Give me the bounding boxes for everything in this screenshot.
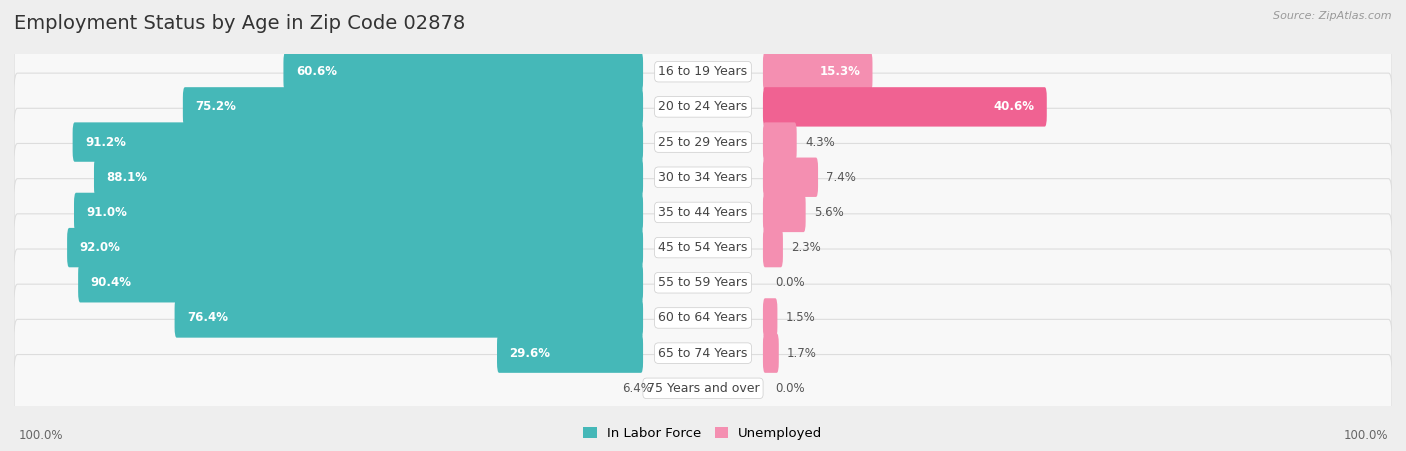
Text: 100.0%: 100.0% xyxy=(18,429,63,442)
Text: 15.3%: 15.3% xyxy=(820,65,860,78)
FancyBboxPatch shape xyxy=(284,52,643,92)
FancyBboxPatch shape xyxy=(496,333,643,373)
Text: 60 to 64 Years: 60 to 64 Years xyxy=(658,312,748,324)
FancyBboxPatch shape xyxy=(763,228,783,267)
Text: 75 Years and over: 75 Years and over xyxy=(647,382,759,395)
FancyBboxPatch shape xyxy=(763,333,779,373)
FancyBboxPatch shape xyxy=(14,284,1392,352)
Text: 25 to 29 Years: 25 to 29 Years xyxy=(658,136,748,148)
Text: 2.3%: 2.3% xyxy=(792,241,821,254)
FancyBboxPatch shape xyxy=(14,143,1392,212)
Text: 88.1%: 88.1% xyxy=(107,171,148,184)
FancyBboxPatch shape xyxy=(14,284,1392,352)
Text: 7.4%: 7.4% xyxy=(827,171,856,184)
Text: 45 to 54 Years: 45 to 54 Years xyxy=(658,241,748,254)
Text: 65 to 74 Years: 65 to 74 Years xyxy=(658,347,748,359)
FancyBboxPatch shape xyxy=(14,73,1392,141)
FancyBboxPatch shape xyxy=(94,157,643,197)
FancyBboxPatch shape xyxy=(183,87,643,127)
Text: 30 to 34 Years: 30 to 34 Years xyxy=(658,171,748,184)
FancyBboxPatch shape xyxy=(14,319,1392,387)
FancyBboxPatch shape xyxy=(79,263,643,303)
FancyBboxPatch shape xyxy=(174,298,643,338)
FancyBboxPatch shape xyxy=(14,178,1392,247)
FancyBboxPatch shape xyxy=(14,108,1392,176)
FancyBboxPatch shape xyxy=(14,214,1392,281)
FancyBboxPatch shape xyxy=(14,249,1392,317)
Text: 5.6%: 5.6% xyxy=(814,206,844,219)
FancyBboxPatch shape xyxy=(14,319,1392,387)
FancyBboxPatch shape xyxy=(67,228,643,267)
FancyBboxPatch shape xyxy=(14,38,1392,106)
Text: 90.4%: 90.4% xyxy=(90,276,132,289)
Text: 16 to 19 Years: 16 to 19 Years xyxy=(658,65,748,78)
Text: 4.3%: 4.3% xyxy=(806,136,835,148)
FancyBboxPatch shape xyxy=(14,37,1392,106)
FancyBboxPatch shape xyxy=(73,122,643,162)
FancyBboxPatch shape xyxy=(14,143,1392,211)
Text: 100.0%: 100.0% xyxy=(1343,429,1388,442)
FancyBboxPatch shape xyxy=(75,193,643,232)
Text: 29.6%: 29.6% xyxy=(509,347,550,359)
Text: 6.4%: 6.4% xyxy=(621,382,652,395)
FancyBboxPatch shape xyxy=(763,298,778,338)
Text: 1.5%: 1.5% xyxy=(786,312,815,324)
Text: 91.2%: 91.2% xyxy=(84,136,127,148)
FancyBboxPatch shape xyxy=(763,52,873,92)
Text: 20 to 24 Years: 20 to 24 Years xyxy=(658,101,748,113)
Text: 60.6%: 60.6% xyxy=(295,65,337,78)
FancyBboxPatch shape xyxy=(14,179,1392,246)
FancyBboxPatch shape xyxy=(14,108,1392,176)
Text: 91.0%: 91.0% xyxy=(86,206,128,219)
Text: 0.0%: 0.0% xyxy=(775,276,806,289)
FancyBboxPatch shape xyxy=(14,354,1392,423)
Text: 75.2%: 75.2% xyxy=(195,101,236,113)
FancyBboxPatch shape xyxy=(14,354,1392,422)
Text: 1.7%: 1.7% xyxy=(787,347,817,359)
FancyBboxPatch shape xyxy=(763,122,797,162)
FancyBboxPatch shape xyxy=(14,213,1392,282)
Text: 40.6%: 40.6% xyxy=(994,101,1035,113)
Text: 55 to 59 Years: 55 to 59 Years xyxy=(658,276,748,289)
Text: 76.4%: 76.4% xyxy=(187,312,228,324)
Text: Source: ZipAtlas.com: Source: ZipAtlas.com xyxy=(1274,11,1392,21)
Text: Employment Status by Age in Zip Code 02878: Employment Status by Age in Zip Code 028… xyxy=(14,14,465,32)
FancyBboxPatch shape xyxy=(763,87,1047,127)
Text: 0.0%: 0.0% xyxy=(775,382,806,395)
FancyBboxPatch shape xyxy=(14,73,1392,141)
FancyBboxPatch shape xyxy=(763,193,806,232)
Legend: In Labor Force, Unemployed: In Labor Force, Unemployed xyxy=(578,421,828,445)
Text: 92.0%: 92.0% xyxy=(80,241,121,254)
Text: 35 to 44 Years: 35 to 44 Years xyxy=(658,206,748,219)
FancyBboxPatch shape xyxy=(14,249,1392,317)
FancyBboxPatch shape xyxy=(763,157,818,197)
